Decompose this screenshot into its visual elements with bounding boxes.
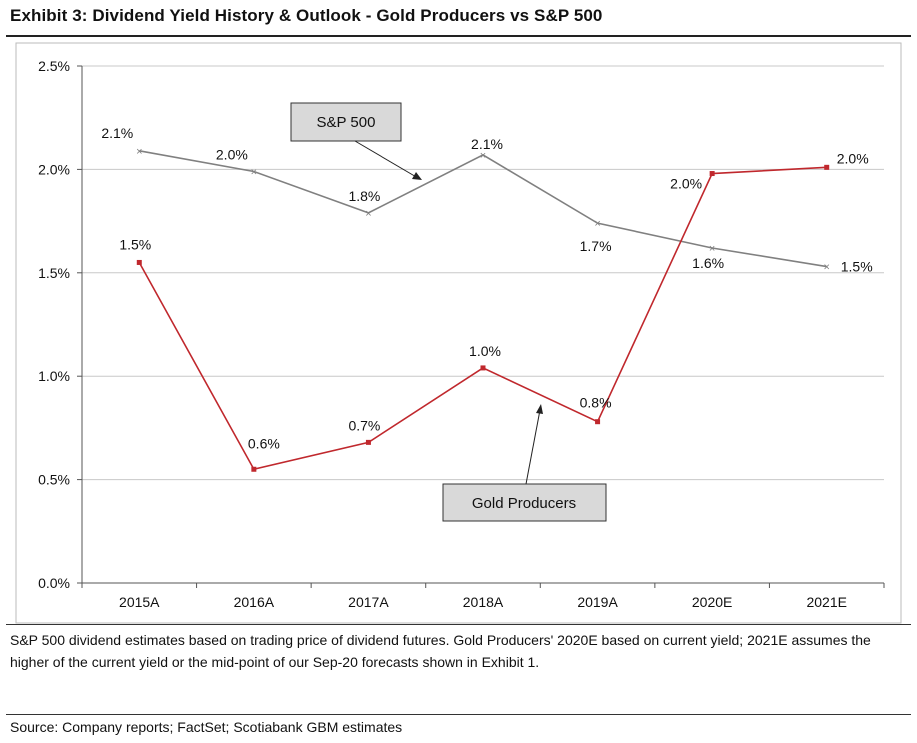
gold-point-marker [709, 171, 715, 177]
x-axis: 2015A 2016A 2017A 2018A 2019A 2020E 2021E [81, 582, 885, 610]
sp500-point-marker: × [480, 150, 486, 162]
gold-point-marker [595, 419, 601, 425]
gold-callout-arrow [525, 409, 541, 485]
source-rule [6, 714, 911, 715]
source-note: Source: Company reports; FactSet; Scotia… [10, 719, 403, 735]
data-label: 1.5% [119, 236, 151, 252]
gridlines [82, 65, 884, 481]
data-label: 0.8% [580, 395, 612, 411]
gold-callout-label: Gold Producers [472, 495, 576, 512]
data-label: 2.0% [216, 146, 248, 162]
gold-point-marker [480, 365, 486, 371]
footnote-rule [6, 624, 911, 625]
data-label: 1.6% [692, 255, 724, 271]
data-label: 2.0% [837, 150, 869, 166]
data-label: 0.6% [248, 435, 280, 451]
line-chart: 0.0% 0.5% 1.0% 1.5% 2.0% 2.5% 2015A 2016A 2017A… [15, 42, 902, 624]
gold-callout: Gold Producers [442, 404, 607, 522]
data-label: 1.0% [469, 343, 501, 359]
y-axis: 0.0% 0.5% 1.0% 1.5% 2.0% 2.5% [38, 58, 83, 591]
y-tick-label: 0.0% [38, 575, 70, 591]
chart-frame [15, 42, 902, 624]
sp500-point-marker: × [251, 166, 257, 178]
y-tick-label: 1.5% [38, 265, 70, 281]
title-rule [6, 35, 911, 37]
x-tick-label: 2017A [348, 594, 389, 610]
footnote: S&P 500 dividend estimates based on trad… [10, 632, 871, 670]
sp500-point-marker: × [594, 218, 600, 230]
data-label: 2.1% [471, 136, 503, 152]
sp500-callout-label: S&P 500 [317, 114, 376, 131]
series-line-sp500 [139, 150, 827, 268]
gold-point-marker [824, 164, 830, 170]
chart-title: Exhibit 3: Dividend Yield History & Outl… [10, 6, 603, 25]
data-label: 1.7% [580, 238, 612, 254]
sp500-callout-box [290, 102, 402, 142]
y-tick-label: 1.0% [38, 368, 70, 384]
y-tick-label: 2.5% [38, 58, 70, 74]
series-lines: × × × × × × × [136, 146, 830, 472]
data-label: 1.8% [348, 188, 380, 204]
sp500-point-marker: × [136, 146, 142, 158]
gold-callout-box [442, 483, 607, 522]
sp500-callout-arrowhead [412, 172, 422, 180]
gold-point-marker [365, 439, 371, 445]
sp500-point-marker: × [709, 243, 715, 255]
y-tick-label: 2.0% [38, 161, 70, 177]
series-line-gold-producers [138, 166, 827, 471]
x-tick-label: 2020E [692, 594, 732, 610]
x-tick-label: 2021E [806, 594, 846, 610]
sp500-callout-arrow [354, 140, 419, 179]
gold-callout-arrowhead [536, 404, 543, 414]
x-tick-label: 2016A [234, 594, 275, 610]
x-tick-label: 2018A [463, 594, 504, 610]
data-labels: 2.1% 2.0% 1.8% 2.1% 1.7% 1.6% 1.5% 1.5% 0.6% 0.7%… [101, 125, 872, 451]
data-label: 1.5% [841, 259, 873, 275]
data-label: 2.0% [670, 176, 702, 192]
sp500-point-marker: × [365, 208, 371, 220]
data-label: 0.7% [348, 417, 380, 433]
x-tick-label: 2015A [119, 594, 160, 610]
y-tick-label: 0.5% [38, 472, 70, 488]
x-tick-label: 2019A [577, 594, 618, 610]
gold-point-marker [136, 259, 142, 265]
sp500-callout: S&P 500 [290, 102, 422, 180]
gold-point-marker [251, 466, 257, 472]
sp500-point-marker: × [823, 262, 829, 274]
data-label: 2.1% [101, 125, 133, 141]
